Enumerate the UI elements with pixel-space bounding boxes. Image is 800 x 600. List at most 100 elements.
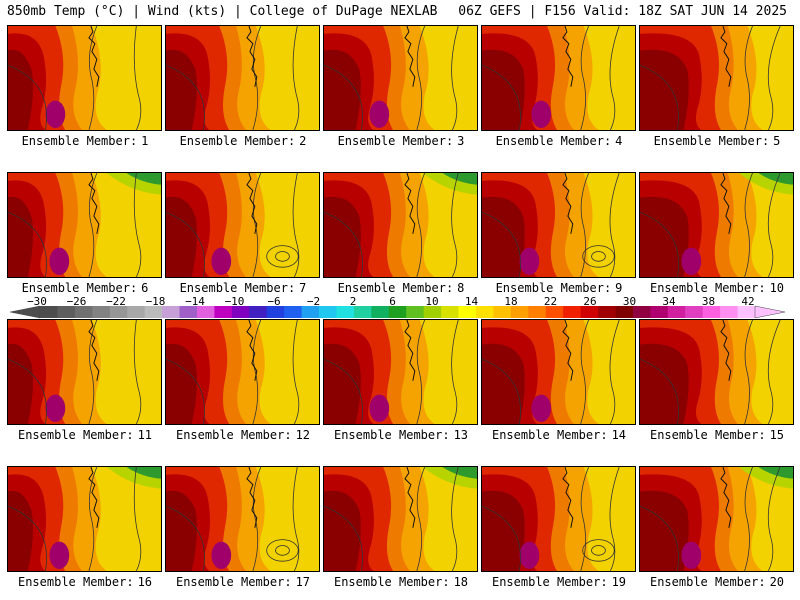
temperature-colorbar [10, 305, 785, 319]
colorbar-swatch [737, 306, 756, 318]
member-label: Ensemble Member: 18 [321, 575, 481, 589]
colorbar-swatch [632, 306, 651, 318]
temperature-map [482, 26, 635, 130]
header-valid-time: 06Z GEFS | F156 Valid: 18Z SAT JUN 14 20… [458, 4, 787, 19]
temperature-map [8, 173, 161, 277]
colorbar-tick-label: −26 [66, 295, 87, 308]
member-label: Ensemble Member: 11 [5, 428, 165, 442]
colorbar-tick-label: −30 [27, 295, 47, 308]
colorbar-tick-label: −2 [306, 295, 321, 308]
member-number: 13 [453, 428, 469, 442]
member-map-panel [639, 25, 794, 131]
member-number: 4 [615, 134, 623, 148]
member-number: 7 [299, 281, 307, 295]
member-number: 15 [769, 428, 785, 442]
colorbar-swatch [371, 306, 390, 318]
member-map-panel [165, 172, 320, 278]
member-label-prefix: Ensemble Member: [649, 428, 766, 442]
temperature-map [324, 320, 477, 424]
temperature-map [324, 467, 477, 571]
member-number: 18 [453, 575, 469, 589]
member-label-prefix: Ensemble Member: [175, 575, 292, 589]
member-label-prefix: Ensemble Member: [491, 575, 608, 589]
colorbar-tick-label: 18 [504, 295, 518, 308]
temperature-map [8, 320, 161, 424]
member-label-prefix: Ensemble Member: [495, 134, 612, 148]
member-label: Ensemble Member: 12 [163, 428, 323, 442]
member-label: Ensemble Member: 8 [321, 281, 481, 295]
temperature-map [166, 26, 319, 130]
colorbar-swatch [40, 306, 58, 318]
colorbar-tick-label: 10 [425, 295, 439, 308]
member-map-panel [7, 172, 162, 278]
colorbar-swatch [57, 306, 76, 318]
temperature-map [8, 26, 161, 130]
colorbar-tick-label: 14 [464, 295, 479, 308]
member-label: Ensemble Member: 6 [5, 281, 165, 295]
member-map-panel [481, 172, 636, 278]
member-map-panel [323, 319, 478, 425]
member-label-prefix: Ensemble Member: [21, 281, 138, 295]
member-label-prefix: Ensemble Member: [333, 428, 450, 442]
temperature-map [482, 173, 635, 277]
temperature-map [166, 467, 319, 571]
member-label-prefix: Ensemble Member: [21, 134, 138, 148]
member-map-panel [481, 466, 636, 572]
colorbar-right-arrow [754, 305, 785, 319]
colorbar-swatch [667, 306, 686, 318]
member-map-panel [165, 466, 320, 572]
colorbar-swatch [388, 306, 407, 318]
member-label-prefix: Ensemble Member: [337, 134, 454, 148]
member-label: Ensemble Member: 14 [479, 428, 639, 442]
member-label-prefix: Ensemble Member: [17, 575, 134, 589]
member-label-prefix: Ensemble Member: [649, 281, 766, 295]
colorbar-tick-label: 30 [622, 295, 637, 308]
member-number: 1 [141, 134, 149, 148]
member-number: 3 [457, 134, 465, 148]
temperature-map [640, 320, 793, 424]
colorbar-tick-label: 6 [389, 295, 396, 308]
colorbar-swatch [493, 306, 512, 318]
colorbar-swatch [580, 306, 599, 318]
colorbar-swatch [144, 306, 163, 318]
member-label-prefix: Ensemble Member: [337, 281, 454, 295]
member-map-panel [481, 319, 636, 425]
colorbar-swatch [545, 306, 564, 318]
member-map-panel [639, 319, 794, 425]
colorbar-swatch [319, 306, 337, 318]
member-number: 10 [769, 281, 785, 295]
temperature-map [8, 467, 161, 571]
member-map-panel [323, 25, 478, 131]
colorbar-tick-label: −6 [267, 295, 281, 308]
member-label-prefix: Ensemble Member: [333, 575, 450, 589]
member-map-panel [165, 319, 320, 425]
member-label: Ensemble Member: 9 [479, 281, 639, 295]
member-number: 11 [137, 428, 153, 442]
member-number: 5 [773, 134, 781, 148]
colorbar-swatch [423, 306, 442, 318]
member-number: 17 [295, 575, 311, 589]
member-label-prefix: Ensemble Member: [653, 134, 770, 148]
colorbar-swatch [214, 306, 233, 318]
colorbar-swatch [441, 306, 460, 318]
member-label-prefix: Ensemble Member: [495, 281, 612, 295]
colorbar-swatch [231, 306, 250, 318]
colorbar-swatch [301, 306, 320, 318]
colorbar-swatch [615, 306, 634, 318]
member-label: Ensemble Member: 2 [163, 134, 323, 148]
member-label: Ensemble Member: 10 [637, 281, 797, 295]
colorbar-tick-label: 34 [662, 295, 676, 308]
member-label: Ensemble Member: 20 [637, 575, 797, 589]
member-number: 12 [295, 428, 311, 442]
colorbar-tick-label: 22 [543, 295, 558, 308]
member-map-panel [481, 25, 636, 131]
member-number: 8 [457, 281, 465, 295]
temperature-map [640, 173, 793, 277]
member-number: 6 [141, 281, 149, 295]
temperature-map [324, 26, 477, 130]
colorbar-swatch [74, 306, 93, 318]
member-map-panel [7, 319, 162, 425]
member-label-prefix: Ensemble Member: [491, 428, 608, 442]
colorbar-swatch [284, 306, 303, 318]
colorbar-swatch [353, 306, 372, 318]
